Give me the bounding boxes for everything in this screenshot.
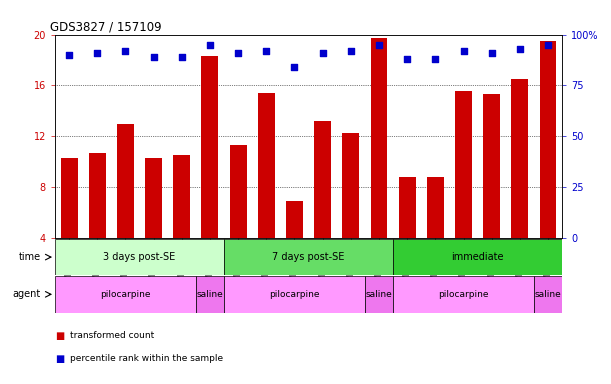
Bar: [230, 145, 247, 238]
Point: [262, 48, 271, 54]
Point: [177, 54, 187, 60]
Text: agent: agent: [13, 289, 41, 300]
Bar: [314, 121, 331, 238]
Point: [290, 64, 299, 70]
Text: 3 days post-SE: 3 days post-SE: [103, 252, 175, 262]
Bar: [483, 94, 500, 238]
Bar: [55, 276, 196, 313]
Bar: [393, 239, 562, 275]
Text: saline: saline: [365, 290, 392, 299]
Text: saline: saline: [535, 290, 562, 299]
Point: [515, 46, 525, 52]
Text: transformed count: transformed count: [70, 331, 155, 340]
Bar: [202, 56, 218, 238]
Point: [430, 56, 440, 62]
Point: [318, 50, 327, 56]
Bar: [370, 38, 387, 238]
Text: pilocarpine: pilocarpine: [100, 290, 151, 299]
Bar: [174, 156, 190, 238]
Bar: [534, 276, 562, 313]
Bar: [258, 93, 275, 238]
Point: [92, 50, 102, 56]
Point: [148, 54, 158, 60]
Point: [402, 56, 412, 62]
Bar: [286, 201, 303, 238]
Bar: [224, 276, 365, 313]
Bar: [399, 177, 415, 238]
Bar: [89, 153, 106, 238]
Point: [233, 50, 243, 56]
Text: saline: saline: [197, 290, 224, 299]
Bar: [60, 158, 78, 238]
Bar: [455, 91, 472, 238]
Point: [120, 48, 130, 54]
Text: ■: ■: [55, 354, 64, 364]
Text: percentile rank within the sample: percentile rank within the sample: [70, 354, 224, 363]
Text: 7 days post-SE: 7 days post-SE: [273, 252, 345, 262]
Text: time: time: [19, 252, 41, 262]
Text: pilocarpine: pilocarpine: [269, 290, 320, 299]
Bar: [540, 41, 557, 238]
Bar: [224, 239, 393, 275]
Bar: [365, 276, 393, 313]
Bar: [55, 239, 224, 275]
Point: [64, 52, 74, 58]
Point: [487, 50, 497, 56]
Text: pilocarpine: pilocarpine: [438, 290, 489, 299]
Text: GDS3827 / 157109: GDS3827 / 157109: [50, 20, 161, 33]
Bar: [196, 276, 224, 313]
Point: [459, 48, 469, 54]
Point: [374, 42, 384, 48]
Text: ■: ■: [55, 331, 64, 341]
Bar: [393, 276, 534, 313]
Bar: [117, 124, 134, 238]
Bar: [342, 132, 359, 238]
Bar: [511, 79, 529, 238]
Bar: [145, 158, 162, 238]
Text: immediate: immediate: [452, 252, 504, 262]
Point: [346, 48, 356, 54]
Bar: [427, 177, 444, 238]
Point: [205, 42, 215, 48]
Point: [543, 42, 553, 48]
